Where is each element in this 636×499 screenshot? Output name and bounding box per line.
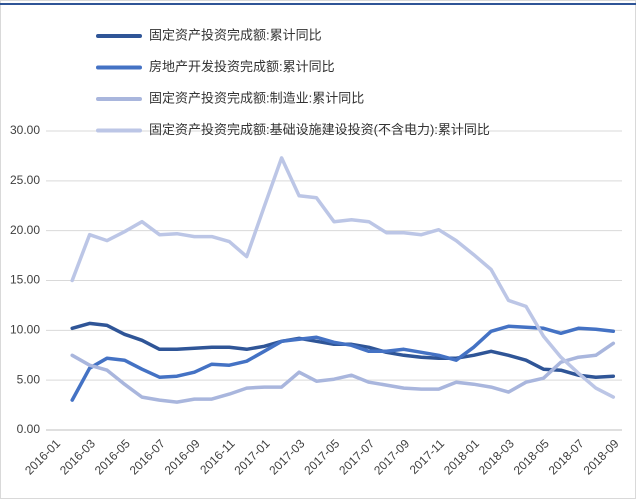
- top-rule: [0, 3, 636, 5]
- series-line: [70, 156, 616, 399]
- y-tick-label: 20.00: [10, 223, 40, 237]
- legend-label: 房地产开发投资完成额:累计同比: [149, 59, 335, 74]
- y-tick-label: 30.00: [10, 123, 40, 137]
- y-tick-label: 25.00: [10, 173, 40, 187]
- y-tick-label: 5.00: [17, 372, 41, 386]
- legend-label: 固定资产投资完成额:累计同比: [149, 27, 322, 42]
- legend-label: 固定资产投资完成额:制造业:累计同比: [149, 90, 364, 105]
- y-tick-label: 10.00: [10, 323, 40, 337]
- y-tick-label: 15.00: [10, 273, 40, 287]
- y-tick-label: 0.00: [17, 422, 41, 436]
- series-line: [70, 341, 616, 404]
- legend-label: 固定资产投资完成额:基础设施建设投资(不含电力):累计同比: [149, 122, 490, 137]
- series-line: [70, 324, 616, 402]
